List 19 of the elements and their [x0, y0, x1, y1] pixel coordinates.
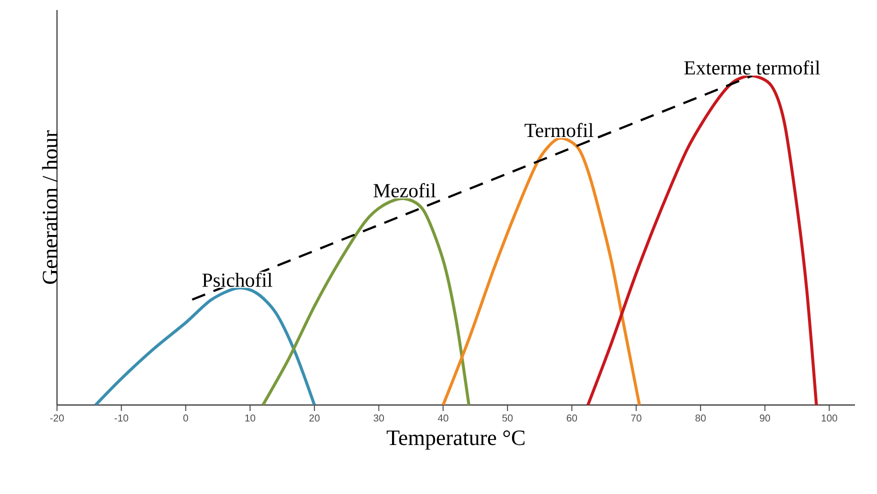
x-tick-label: 0 — [183, 414, 188, 422]
series-label: Exterme termofil — [684, 60, 820, 75]
x-tick-label: 60 — [566, 414, 578, 422]
x-tick-label: 40 — [438, 414, 448, 422]
x-tick-label: 100 — [822, 414, 838, 422]
x-tick-label: -20 — [50, 414, 64, 422]
series-label: Mezofil — [374, 183, 436, 198]
x-axis-title: Temperature °C — [386, 430, 524, 450]
x-tick-label: 30 — [374, 414, 384, 422]
x-tick-label: 80 — [695, 414, 706, 422]
x-tick-label: 10 — [245, 414, 256, 422]
x-tick-label: 50 — [502, 414, 513, 422]
x-tick-label: 20 — [309, 414, 320, 422]
x-tick-label: 90 — [760, 414, 770, 422]
series-label: Termofil — [524, 122, 594, 138]
y-axis-title: Generation / hour — [42, 130, 58, 284]
x-tick-label: -10 — [114, 414, 128, 422]
series-label: Psichofil — [202, 272, 272, 287]
x-tick-label: 70 — [631, 414, 642, 422]
